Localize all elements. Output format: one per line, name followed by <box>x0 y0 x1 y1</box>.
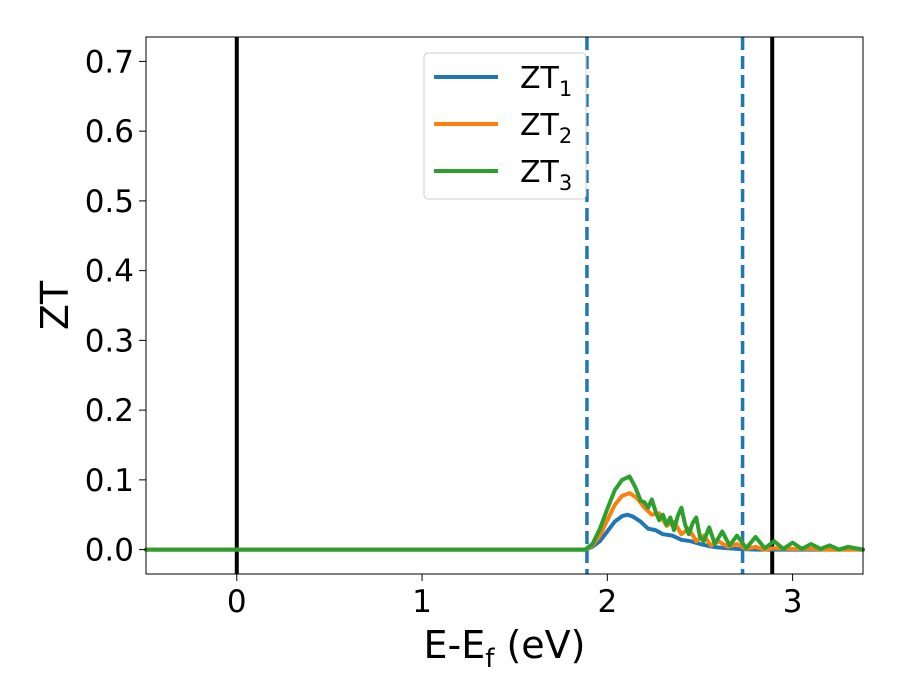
y-tick-label-2: 0.2 <box>85 393 134 429</box>
series-line-2 <box>144 491 865 552</box>
series-lines <box>144 474 865 552</box>
x-tick-label-3: 3 <box>783 584 803 620</box>
y-tick-label-1: 0.1 <box>85 463 134 499</box>
y-tick-label-5: 0.5 <box>85 184 134 220</box>
x-tick-label-0: 0 <box>227 584 247 620</box>
y-tick-label-4: 0.4 <box>85 254 134 290</box>
y-tick-label-6: 0.6 <box>85 114 134 150</box>
legend: ZT1 ZT2 ZT3 <box>423 52 587 200</box>
reference-lines <box>234 37 775 574</box>
x-axis-label: E-Ef (eV) <box>424 623 586 674</box>
legend-label-1: ZT1 <box>520 61 572 101</box>
legend-box <box>423 52 587 200</box>
axis-ticks: 0 1 2 3 0.0 0.1 0.2 0.3 0.4 0.5 0.6 0.7 <box>85 44 803 620</box>
y-tick-label-7: 0.7 <box>85 44 134 80</box>
series-line-1 <box>144 512 865 552</box>
x-tick-label-1: 1 <box>412 584 432 620</box>
series-line-3 <box>144 474 865 552</box>
plot-frame <box>145 36 864 575</box>
y-tick-label-0: 0.0 <box>85 533 134 569</box>
legend-label-3: ZT3 <box>520 155 572 195</box>
y-tick-label-3: 0.3 <box>85 323 134 359</box>
x-tick-label-2: 2 <box>597 584 617 620</box>
legend-label-2: ZT2 <box>520 108 572 148</box>
y-axis-label: ZT <box>33 280 77 330</box>
